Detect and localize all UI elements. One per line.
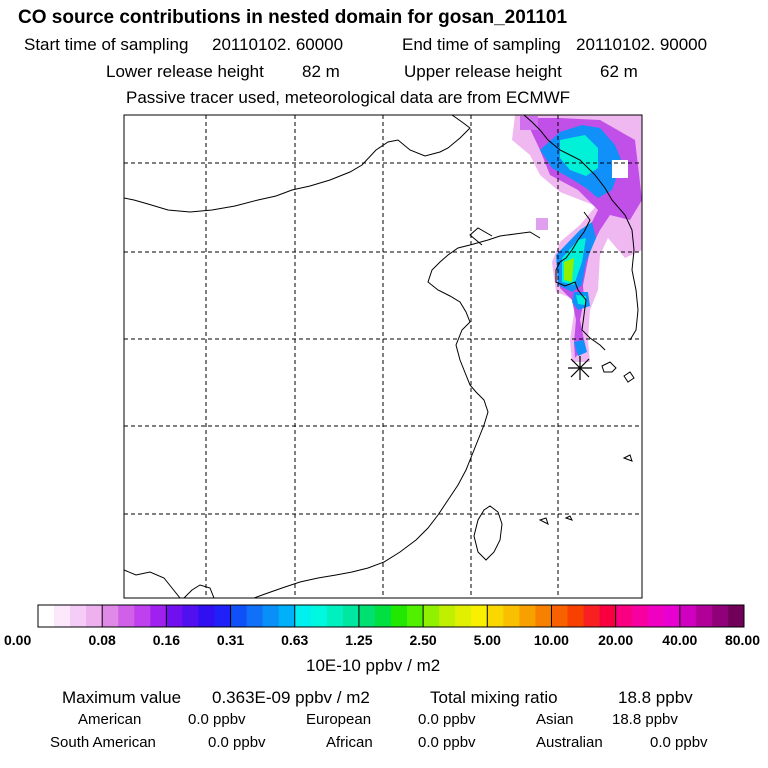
colorbar-swatch [294, 605, 312, 627]
colorbar-frame [37, 604, 745, 628]
colorbar-swatch [342, 605, 360, 627]
colorbar-unit: 10E-10 ppbv / m2 [306, 656, 441, 675]
colorbar-swatch [711, 605, 729, 627]
total-mixing-value: 18.8 ppbv [618, 688, 693, 707]
colorbar-swatch [599, 605, 617, 627]
region-name: Australian [536, 734, 603, 751]
colorbar-tick-label: 0.00 [4, 632, 32, 648]
colorbar-swatch [471, 605, 488, 627]
colorbar-swatch [86, 605, 103, 627]
colorbar-swatch [567, 605, 585, 627]
end-time-label: End time of sampling [402, 35, 561, 54]
region-value: 0.0 ppbv [208, 734, 266, 751]
colorbar-swatch [615, 605, 633, 627]
colorbar-swatch [118, 605, 135, 627]
colorbar-swatch [310, 605, 328, 627]
lat-lon-grid [124, 115, 642, 598]
colorbar-swatch [727, 605, 745, 627]
start-time-label: Start time of sampling [24, 35, 189, 54]
region-name: South American [50, 734, 156, 751]
region-value: 18.8 ppbv [612, 711, 678, 728]
upper-release-label: Upper release height [404, 62, 562, 81]
colorbar-swatch [54, 605, 71, 627]
colorbar-swatch [695, 605, 713, 627]
colorbar-swatch [455, 605, 472, 627]
colorbar-tick-label: 5.00 [473, 632, 501, 648]
colorbar-swatch [150, 605, 167, 627]
region-value: 0.0 ppbv [418, 734, 476, 751]
colorbar-swatch [503, 605, 520, 627]
colorbar-swatch [134, 605, 151, 627]
region-value: 0.0 ppbv [188, 711, 246, 728]
colorbar-swatch [246, 605, 264, 627]
colorbar-swatch [663, 605, 681, 627]
colorbar-tick-label: 2.50 [409, 632, 437, 648]
colorbar-swatch [535, 605, 552, 627]
colorbar [37, 604, 745, 628]
colorbar-swatch [278, 605, 296, 627]
colorbar-swatch [166, 605, 183, 627]
colorbar-tick-label: 40.00 [662, 632, 698, 648]
colorbar-swatch [487, 605, 504, 627]
colorbar-ticks [101, 605, 681, 627]
station-marker [568, 356, 592, 380]
colorbar-swatch [214, 605, 232, 627]
colorbar-swatch [439, 605, 456, 627]
colorbar-tick-label: 0.31 [216, 632, 245, 648]
colorbar-tick-label: 0.16 [152, 632, 180, 648]
colorbar-swatch [374, 605, 392, 627]
region-name: African [326, 734, 373, 751]
colorbar-swatch [102, 605, 119, 627]
colorbar-swatch [519, 605, 536, 627]
start-time-value: 20110102. 60000 [212, 35, 344, 54]
lower-release-value: 82 m [302, 62, 340, 81]
lower-release-label: Lower release height [106, 62, 264, 81]
colorbar-tick-label: 1.25 [345, 632, 373, 648]
max-value-label: Maximum value [62, 688, 182, 707]
colorbar-swatch [391, 605, 408, 627]
colorbar-tick-label: 20.00 [598, 632, 634, 648]
plume-gap [612, 160, 628, 178]
colorbar-swatch [583, 605, 601, 627]
colorbar-swatch [423, 605, 440, 627]
colorbar-tick-label: 80.00 [724, 632, 760, 648]
colorbar-swatch [679, 605, 697, 627]
region-value: 0.0 ppbv [418, 711, 476, 728]
colorbar-swatch [230, 605, 248, 627]
region-name: American [78, 711, 142, 728]
map-title: CO source contributions in nested domain… [18, 7, 568, 28]
concentration-field [512, 115, 642, 362]
region-name: European [306, 711, 372, 728]
colorbar-swatch [70, 605, 87, 627]
colorbar-swatch [358, 605, 376, 627]
upper-release-value: 62 m [600, 62, 638, 81]
region-value: 0.0 ppbv [650, 734, 708, 751]
colorbar-swatch [198, 605, 215, 627]
colorbar-swatch [182, 605, 199, 627]
coastlines [124, 115, 639, 598]
colorbar-swatch [647, 605, 665, 627]
plume-green [564, 258, 574, 282]
total-mixing-label: Total mixing ratio [430, 688, 558, 707]
colorbar-swatch [262, 605, 280, 627]
plume-spot [536, 218, 548, 230]
colorbar-swatch [38, 605, 55, 627]
colorbar-swatch [551, 605, 568, 627]
colorbar-swatch [407, 605, 424, 627]
colorbar-swatch [631, 605, 649, 627]
max-value: 0.363E-09 ppbv / m2 [212, 688, 370, 707]
map-frame [123, 114, 643, 599]
region-name: Asian [536, 711, 574, 728]
plume-top [520, 116, 538, 130]
colorbar-tick-label: 10.00 [533, 632, 569, 648]
end-time-value: 20110102. 90000 [576, 35, 708, 54]
colorbar-tick-label: 0.63 [281, 632, 309, 648]
colorbar-tick-label: 0.08 [88, 632, 116, 648]
tracer-note: Passive tracer used, meteorological data… [126, 88, 571, 107]
colorbar-swatch [326, 605, 344, 627]
